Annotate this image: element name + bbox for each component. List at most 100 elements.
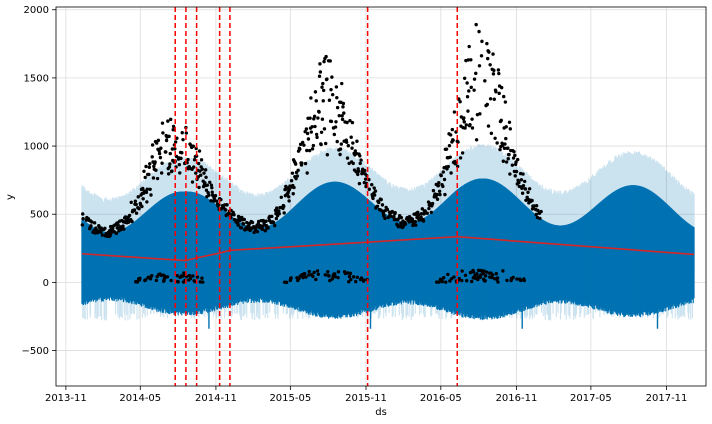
observed-point <box>363 177 368 181</box>
observed-point <box>410 217 415 222</box>
x-tick-label: 2015-05 <box>269 393 311 404</box>
observed-point <box>308 116 312 120</box>
observed-point <box>277 209 281 213</box>
observed-point <box>175 274 179 278</box>
observed-point <box>483 274 488 278</box>
observed-point <box>536 208 540 213</box>
observed-point <box>81 217 85 221</box>
observed-point <box>319 142 323 147</box>
observed-point <box>335 105 340 110</box>
observed-point <box>187 273 192 278</box>
observed-point <box>339 142 344 146</box>
observed-point <box>463 273 468 277</box>
observed-point <box>476 268 481 273</box>
observed-point <box>330 277 334 281</box>
observed-point <box>329 87 333 92</box>
observed-point <box>318 70 323 74</box>
observed-point <box>328 59 332 63</box>
plot-marks <box>80 7 695 386</box>
observed-point <box>430 201 435 206</box>
observed-point <box>338 147 343 151</box>
observed-point <box>170 147 175 151</box>
observed-point <box>196 161 201 166</box>
x-axis-ticks: 2013-11 2014-05 2014-11 2015-05 2015-11 2016-… <box>45 386 687 404</box>
observed-point <box>224 208 228 212</box>
observed-point <box>140 204 144 209</box>
observed-point <box>350 120 355 125</box>
x-tick-label: 2015-11 <box>345 393 387 404</box>
observed-point <box>307 273 311 277</box>
observed-point <box>327 274 331 278</box>
observed-point <box>477 64 482 68</box>
observed-point <box>480 39 484 44</box>
observed-point <box>313 124 317 129</box>
observed-point <box>358 161 362 166</box>
observed-point <box>462 120 466 124</box>
observed-point <box>167 165 172 169</box>
observed-point <box>441 184 445 189</box>
observed-point <box>451 138 455 143</box>
observed-point <box>477 29 481 34</box>
observed-point <box>364 184 368 189</box>
observed-point <box>173 140 178 144</box>
observed-point <box>462 116 466 120</box>
x-tick-label: 2016-05 <box>420 393 462 404</box>
observed-point <box>421 219 426 223</box>
observed-point <box>340 117 345 122</box>
observed-point <box>503 142 507 146</box>
observed-point <box>192 158 197 162</box>
x-tick-label: 2014-05 <box>119 393 161 404</box>
observed-point <box>465 81 469 85</box>
observed-point <box>501 159 506 163</box>
observed-point <box>100 233 105 237</box>
observed-point <box>241 222 246 226</box>
observed-point <box>134 211 139 215</box>
observed-point <box>495 276 500 280</box>
observed-point <box>351 275 356 279</box>
observed-point <box>334 85 339 89</box>
observed-point <box>399 215 404 220</box>
observed-point <box>474 22 478 27</box>
observed-point <box>209 199 213 203</box>
observed-point <box>178 171 182 175</box>
observed-point <box>523 187 528 191</box>
observed-point <box>289 276 293 280</box>
observed-point <box>507 152 511 157</box>
observed-point <box>516 157 520 162</box>
observed-point <box>497 91 501 96</box>
observed-point <box>452 275 456 279</box>
observed-point <box>129 200 133 205</box>
observed-point <box>127 213 132 218</box>
observed-point <box>492 68 496 73</box>
observed-point <box>506 157 510 161</box>
observed-point <box>357 181 362 186</box>
observed-point <box>479 54 484 58</box>
observed-point <box>470 117 474 121</box>
observed-point <box>460 278 464 283</box>
observed-point <box>194 171 198 175</box>
observed-point <box>144 190 149 195</box>
observed-point <box>512 149 516 154</box>
observed-point <box>347 161 351 166</box>
observed-point <box>346 144 351 148</box>
observed-point <box>511 275 515 280</box>
observed-point <box>239 226 244 230</box>
observed-point <box>180 151 184 155</box>
observed-point <box>330 92 335 97</box>
observed-point <box>296 168 300 172</box>
plot-frame <box>55 6 707 387</box>
observed-point <box>287 199 291 203</box>
observed-point <box>92 221 97 225</box>
observed-point <box>199 158 204 162</box>
observed-point <box>329 119 334 124</box>
observed-point <box>413 219 418 224</box>
observed-point <box>255 229 260 234</box>
observed-point <box>350 146 354 150</box>
observed-point <box>143 278 148 282</box>
observed-point <box>431 188 436 193</box>
observed-point <box>444 280 448 284</box>
observed-point <box>419 215 423 219</box>
observed-point <box>513 174 517 178</box>
observed-point <box>362 278 366 282</box>
